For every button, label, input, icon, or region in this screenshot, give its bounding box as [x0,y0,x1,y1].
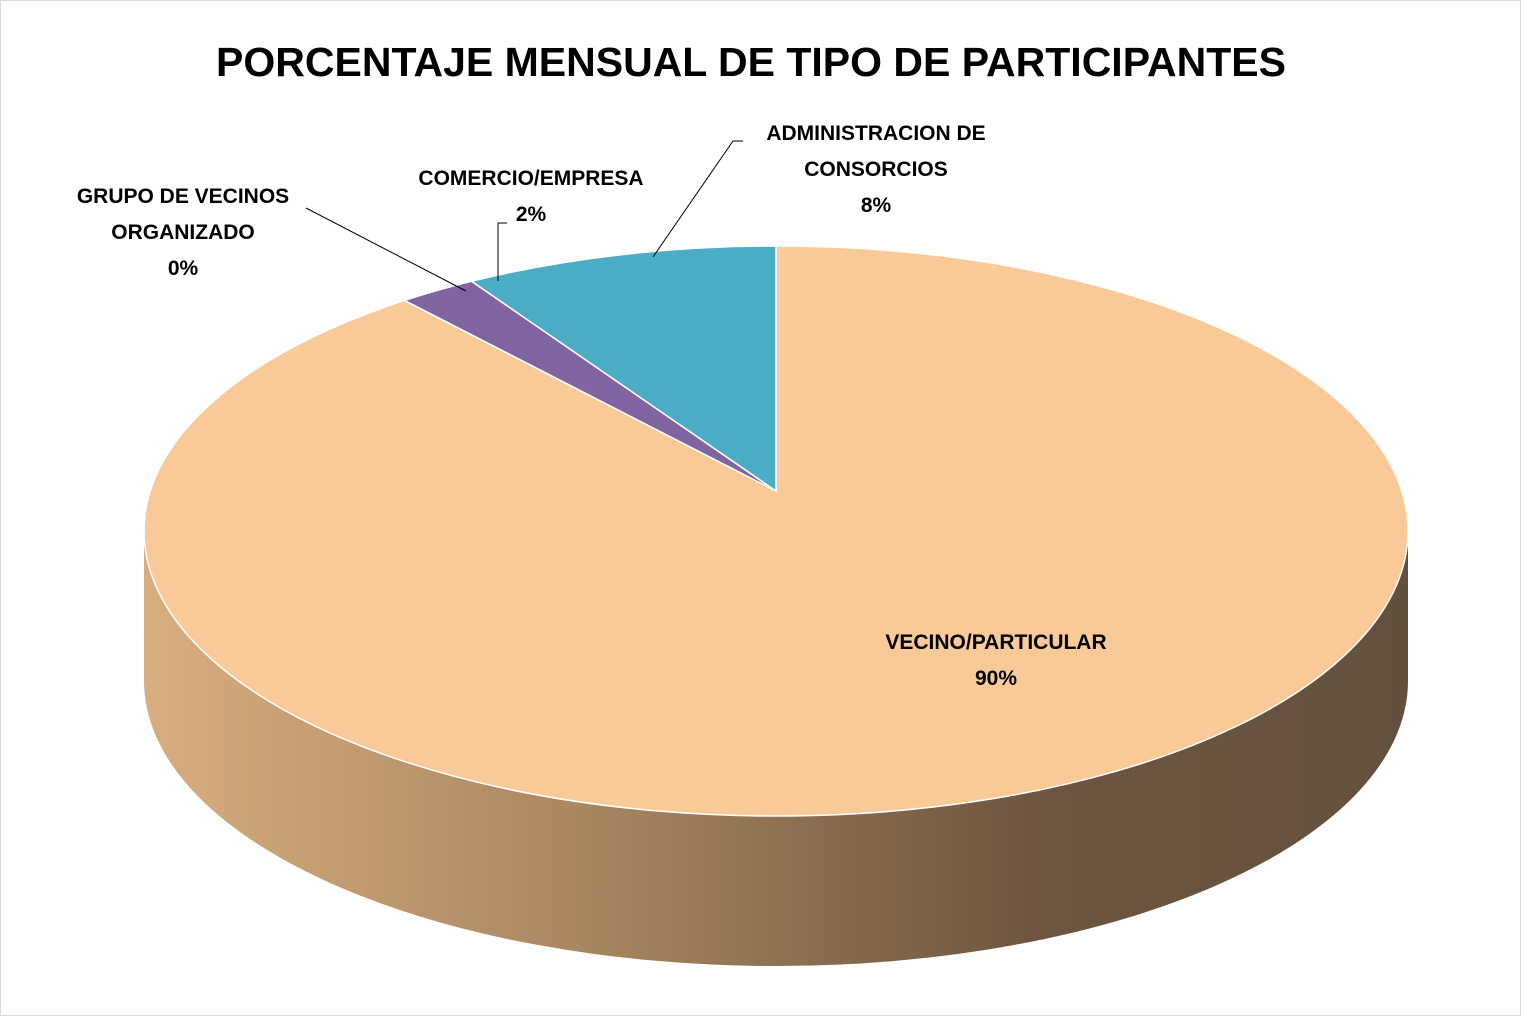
pie-side [144,531,1408,966]
data-label-name: VECINO/PARTICULAR [885,631,1107,654]
data-label-name: ADMINISTRACION DE CONSORCIOS [766,122,986,181]
data-label-value: 90% [974,667,1018,690]
leader-line [305,207,467,292]
data-label-name: GRUPO DE VECINOS ORGANIZADO [76,185,290,244]
pie-slice [469,245,777,493]
data-label-name: COMERCIO/EMPRESA [418,167,644,190]
chart-title: PORCENTAJE MENSUAL DE TIPO DE PARTICIPAN… [216,39,1286,85]
data-label-value: 2% [515,203,547,226]
data-label-value: 8% [860,194,892,217]
leader-line [652,140,743,258]
pie-slice [143,245,1409,817]
data-label-value: 0% [167,257,199,280]
leader-line [497,222,507,281]
